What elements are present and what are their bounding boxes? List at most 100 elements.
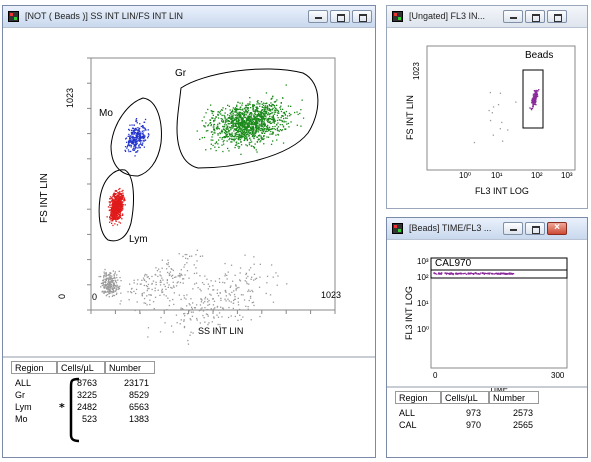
minimize-button[interactable] [503, 222, 523, 235]
event-dot [118, 288, 121, 290]
event-dot [159, 294, 161, 296]
event-dot [283, 120, 285, 122]
maximize-button[interactable] [525, 222, 545, 235]
header-region[interactable]: Region [395, 391, 441, 404]
event-dot [134, 128, 136, 130]
event-dot [472, 273, 474, 275]
header-region[interactable]: Region [11, 361, 57, 374]
header-cells[interactable]: Cells/µL [441, 391, 489, 404]
event-dot [223, 143, 225, 145]
event-dot [535, 97, 537, 99]
event-dot [130, 150, 132, 153]
gate-mo[interactable] [110, 97, 162, 177]
event-dot [456, 273, 458, 275]
event-dot [260, 140, 262, 142]
event-dot [217, 127, 219, 129]
event-dot [223, 128, 225, 130]
event-dot [284, 128, 286, 130]
event-dot [242, 117, 244, 119]
gate-beads[interactable] [522, 69, 544, 129]
maximize-button[interactable] [330, 10, 350, 23]
event-dot [219, 326, 221, 328]
maximize-button[interactable] [525, 10, 545, 23]
ungated-scatter-plot[interactable]: Beads 1023 FS INT LIN 10⁰ 10¹ 10² 10³ FL… [387, 28, 587, 208]
event-dot [112, 203, 114, 206]
event-dot [142, 133, 144, 135]
pane-splitter[interactable] [387, 386, 587, 388]
event-dot [138, 144, 140, 146]
event-dot [139, 139, 142, 141]
gate-lym[interactable] [98, 169, 134, 242]
restore-button[interactable] [352, 10, 372, 23]
event-dot [230, 118, 232, 121]
event-dot [274, 109, 276, 111]
event-dot [120, 208, 123, 210]
header-cells[interactable]: Cells/µL [57, 361, 105, 374]
event-dot [245, 281, 248, 283]
event-dot [120, 205, 123, 207]
event-dot [164, 322, 166, 324]
event-dot [255, 149, 257, 151]
minimize-button[interactable] [503, 10, 523, 23]
event-dot [109, 202, 111, 204]
event-dot [238, 137, 240, 139]
event-dot [240, 116, 242, 118]
event-dot [112, 210, 114, 212]
event-dot [124, 146, 127, 148]
event-dot [111, 295, 114, 297]
event-dot [260, 127, 262, 130]
event-dot [217, 134, 219, 136]
beads-time-plot[interactable]: CAL970 10³ 10² 10¹ 10⁰ FL3 INT LOG 0 300… [387, 240, 587, 395]
main-plot-window[interactable]: [NOT ( Beads )] SS INT LIN/FS INT LIN Gr… [2, 5, 376, 458]
event-dot [483, 272, 485, 275]
event-dot [452, 273, 454, 276]
event-dot [187, 339, 189, 342]
event-dot [240, 128, 242, 130]
event-dot [267, 121, 270, 123]
event-dot [248, 283, 250, 285]
minimize-button[interactable] [308, 10, 328, 23]
event-dot [508, 273, 510, 275]
main-scatter-plot[interactable]: Gr Mo Lym 1023 0 0 1023 SS INT LIN FS IN… [3, 28, 375, 358]
event-dot [183, 278, 185, 280]
event-dot [502, 140, 504, 142]
row-cells: 973 [465, 408, 481, 418]
event-dot [264, 118, 266, 120]
close-button[interactable]: × [547, 222, 567, 235]
gate-cal970[interactable] [430, 257, 568, 279]
pane-splitter[interactable] [3, 356, 375, 358]
event-dot [261, 127, 263, 129]
event-dot [241, 104, 243, 106]
event-dot [243, 125, 246, 127]
event-dot [139, 135, 142, 137]
event-dot [213, 119, 215, 122]
event-dot [458, 272, 461, 275]
event-dot [259, 119, 262, 121]
beads-window-titlebar[interactable]: [Beads] TIME/FL3 ... × [387, 218, 587, 240]
header-number[interactable]: Number [105, 361, 155, 374]
header-number[interactable]: Number [489, 391, 539, 404]
event-dot [228, 126, 231, 128]
event-dot [107, 286, 109, 288]
main-window-titlebar[interactable]: [NOT ( Beads )] SS INT LIN/FS INT LIN [3, 6, 375, 28]
event-dot [229, 137, 231, 139]
event-dot [128, 129, 131, 131]
restore-button[interactable] [547, 10, 567, 23]
ungated-window-titlebar[interactable]: [Ungated] FL3 IN... [387, 6, 587, 28]
event-dot [279, 129, 282, 131]
event-dot [266, 108, 268, 110]
event-dot [212, 139, 214, 141]
event-dot [122, 192, 124, 194]
event-dot [253, 116, 255, 118]
event-dot [255, 122, 257, 124]
ungated-plot-window[interactable]: [Ungated] FL3 IN... Beads 1023 FS INT LI… [386, 5, 588, 209]
event-dot [202, 302, 205, 304]
event-dot [261, 103, 263, 105]
gate-gr[interactable] [176, 68, 319, 169]
event-dot [253, 118, 255, 121]
event-dot [204, 321, 206, 323]
event-dot [242, 294, 244, 296]
event-dot [297, 113, 299, 116]
event-dot [235, 125, 237, 127]
beads-plot-window[interactable]: [Beads] TIME/FL3 ... × CAL970 10³ 10² 10… [386, 217, 588, 458]
